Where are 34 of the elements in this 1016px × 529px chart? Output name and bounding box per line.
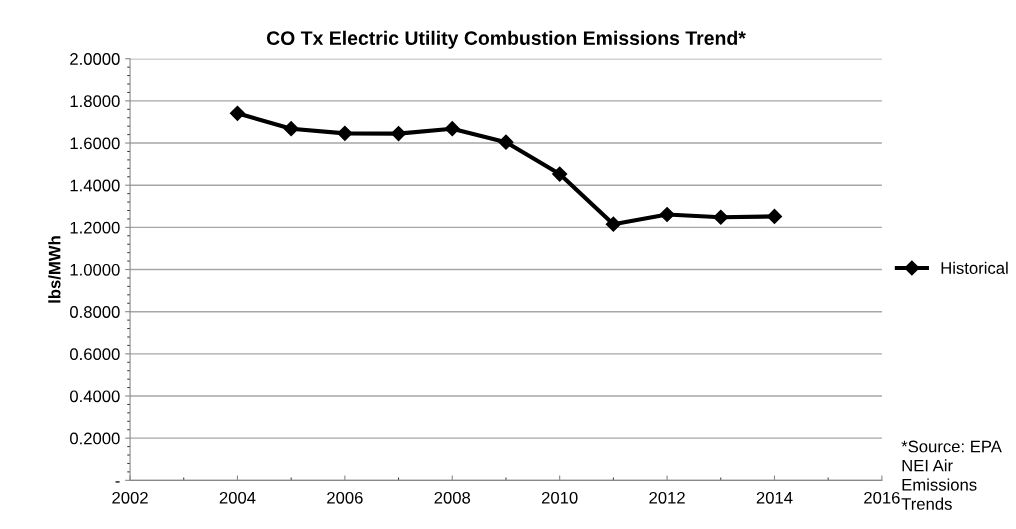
x-tick-label: 2006 [327,491,363,504]
chart-title: CO Tx Electric Utility Combustion Emissions Trend* [266,30,746,49]
y-axis-title: lbs/MWh [48,236,61,303]
point [444,121,460,137]
x-tick-label: 2016 [864,491,900,504]
point [766,208,783,224]
y-tick-label: 0.2000 [70,432,120,445]
y-tick-label: 2.0000 [70,53,120,65]
y-tick-label: 0.8000 [70,306,120,318]
x-tick-label: 2014 [756,491,793,504]
point [659,206,675,223]
y-tick-label: 0.6000 [70,348,120,361]
point [498,134,514,150]
x-tick-label: 2008 [434,491,471,504]
x-tick-label: 2010 [541,491,578,504]
y-tick-label: 0.4000 [70,390,120,403]
point [390,125,407,142]
point [552,166,568,182]
y-tick-label: 1.0000 [70,263,120,276]
point [713,209,729,225]
x-tick-label: 2004 [219,491,256,504]
y-tick-label: - [115,481,120,483]
x-tick-label: 2012 [649,491,685,504]
y-tick-label: 1.4000 [70,179,120,192]
point [605,216,621,232]
x-tick-label: 2002 [112,491,148,504]
legend-label: Historical [941,261,1008,274]
point [229,105,246,121]
point [283,121,299,137]
y-tick-label: 1.8000 [70,95,120,108]
y-tick-label: 1.2000 [70,221,120,234]
y-tick-label: 1.6000 [70,137,120,150]
text: *Source: EPA NEI Air Emissions Trends [901,440,1002,510]
point [337,125,353,141]
